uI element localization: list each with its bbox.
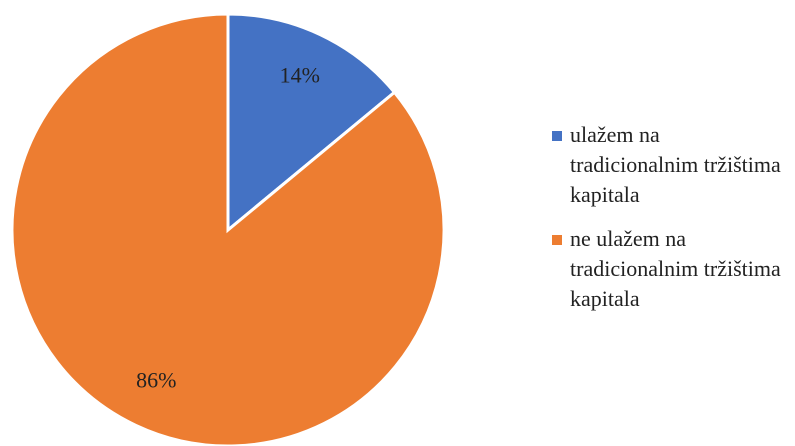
data-label: 14% [280, 63, 320, 88]
legend-label: ulažem na tradicionalnim tržištima kapit… [570, 122, 781, 207]
legend-swatch [552, 235, 562, 245]
pie-slice [10, 12, 446, 446]
legend-label: ne ulažem na tradicionalnim tržištima ka… [570, 226, 781, 311]
legend: ulažem na tradicionalnim tržištima kapit… [552, 120, 792, 328]
legend-swatch [552, 131, 562, 141]
legend-item: ulažem na tradicionalnim tržištima kapit… [552, 120, 792, 210]
legend-item: ne ulažem na tradicionalnim tržištima ka… [552, 224, 792, 314]
pie-slice [226, 12, 397, 234]
data-label: 86% [136, 367, 176, 392]
